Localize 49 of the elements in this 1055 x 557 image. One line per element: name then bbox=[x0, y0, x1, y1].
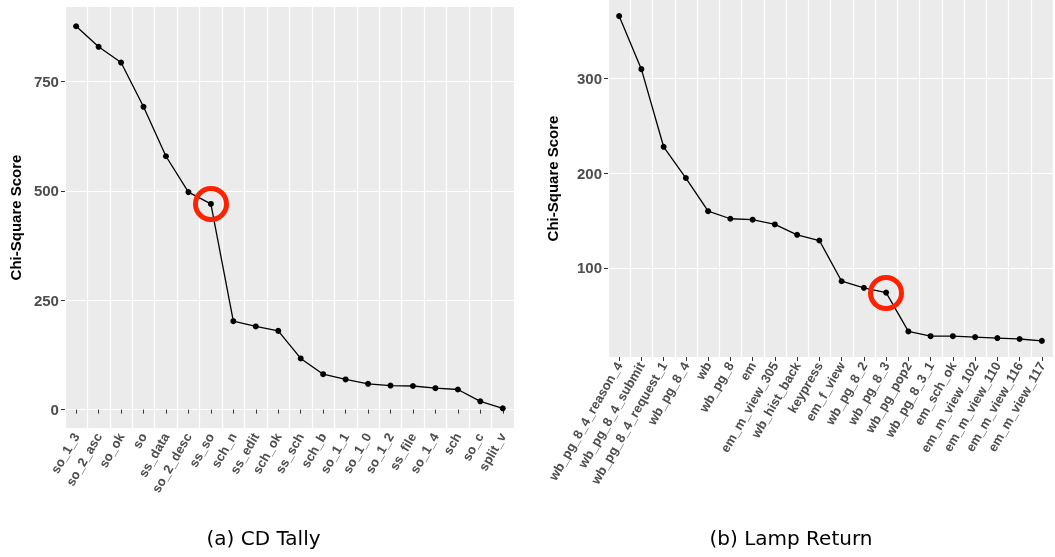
point bbox=[252, 323, 259, 330]
point bbox=[749, 216, 756, 223]
y-tick-label: 250 bbox=[33, 291, 59, 309]
point bbox=[682, 175, 689, 182]
y-tick-label: 0 bbox=[50, 401, 59, 419]
point bbox=[342, 376, 349, 383]
point bbox=[994, 335, 1001, 342]
text: (a) CD Tally bbox=[206, 526, 321, 550]
point bbox=[365, 380, 372, 387]
point bbox=[185, 189, 192, 196]
y-tick-label: 750 bbox=[33, 72, 59, 90]
y-axis-title: Chi-Square Score bbox=[544, 115, 561, 242]
point bbox=[794, 231, 801, 238]
point bbox=[1016, 336, 1023, 343]
x-tick-label: sch bbox=[440, 430, 465, 458]
point bbox=[860, 284, 867, 291]
point bbox=[387, 382, 394, 389]
point bbox=[95, 43, 102, 50]
point bbox=[118, 59, 125, 66]
point bbox=[499, 405, 506, 412]
point bbox=[73, 23, 80, 30]
point bbox=[727, 215, 734, 222]
point bbox=[771, 221, 778, 228]
point bbox=[320, 371, 327, 378]
point bbox=[838, 278, 845, 285]
point bbox=[638, 66, 645, 73]
point bbox=[705, 208, 712, 215]
text: (b) Lamp Return bbox=[709, 526, 873, 550]
point bbox=[905, 328, 912, 335]
point bbox=[162, 153, 169, 160]
point bbox=[972, 334, 979, 341]
y-tick-label: 300 bbox=[576, 70, 602, 88]
point bbox=[616, 13, 623, 20]
y-tick-label: 500 bbox=[33, 182, 59, 200]
point bbox=[432, 385, 439, 392]
point bbox=[140, 103, 147, 110]
point bbox=[927, 333, 934, 340]
point bbox=[477, 398, 484, 405]
point bbox=[297, 355, 304, 362]
point bbox=[230, 318, 237, 325]
point bbox=[275, 327, 282, 334]
point bbox=[949, 333, 956, 340]
point bbox=[1038, 337, 1045, 344]
y-tick-label: 100 bbox=[576, 259, 602, 277]
point bbox=[660, 143, 667, 150]
y-axis-title: Chi-Square Score bbox=[7, 154, 24, 281]
y-tick-label: 200 bbox=[576, 164, 602, 182]
point bbox=[454, 386, 461, 393]
point bbox=[409, 382, 416, 389]
